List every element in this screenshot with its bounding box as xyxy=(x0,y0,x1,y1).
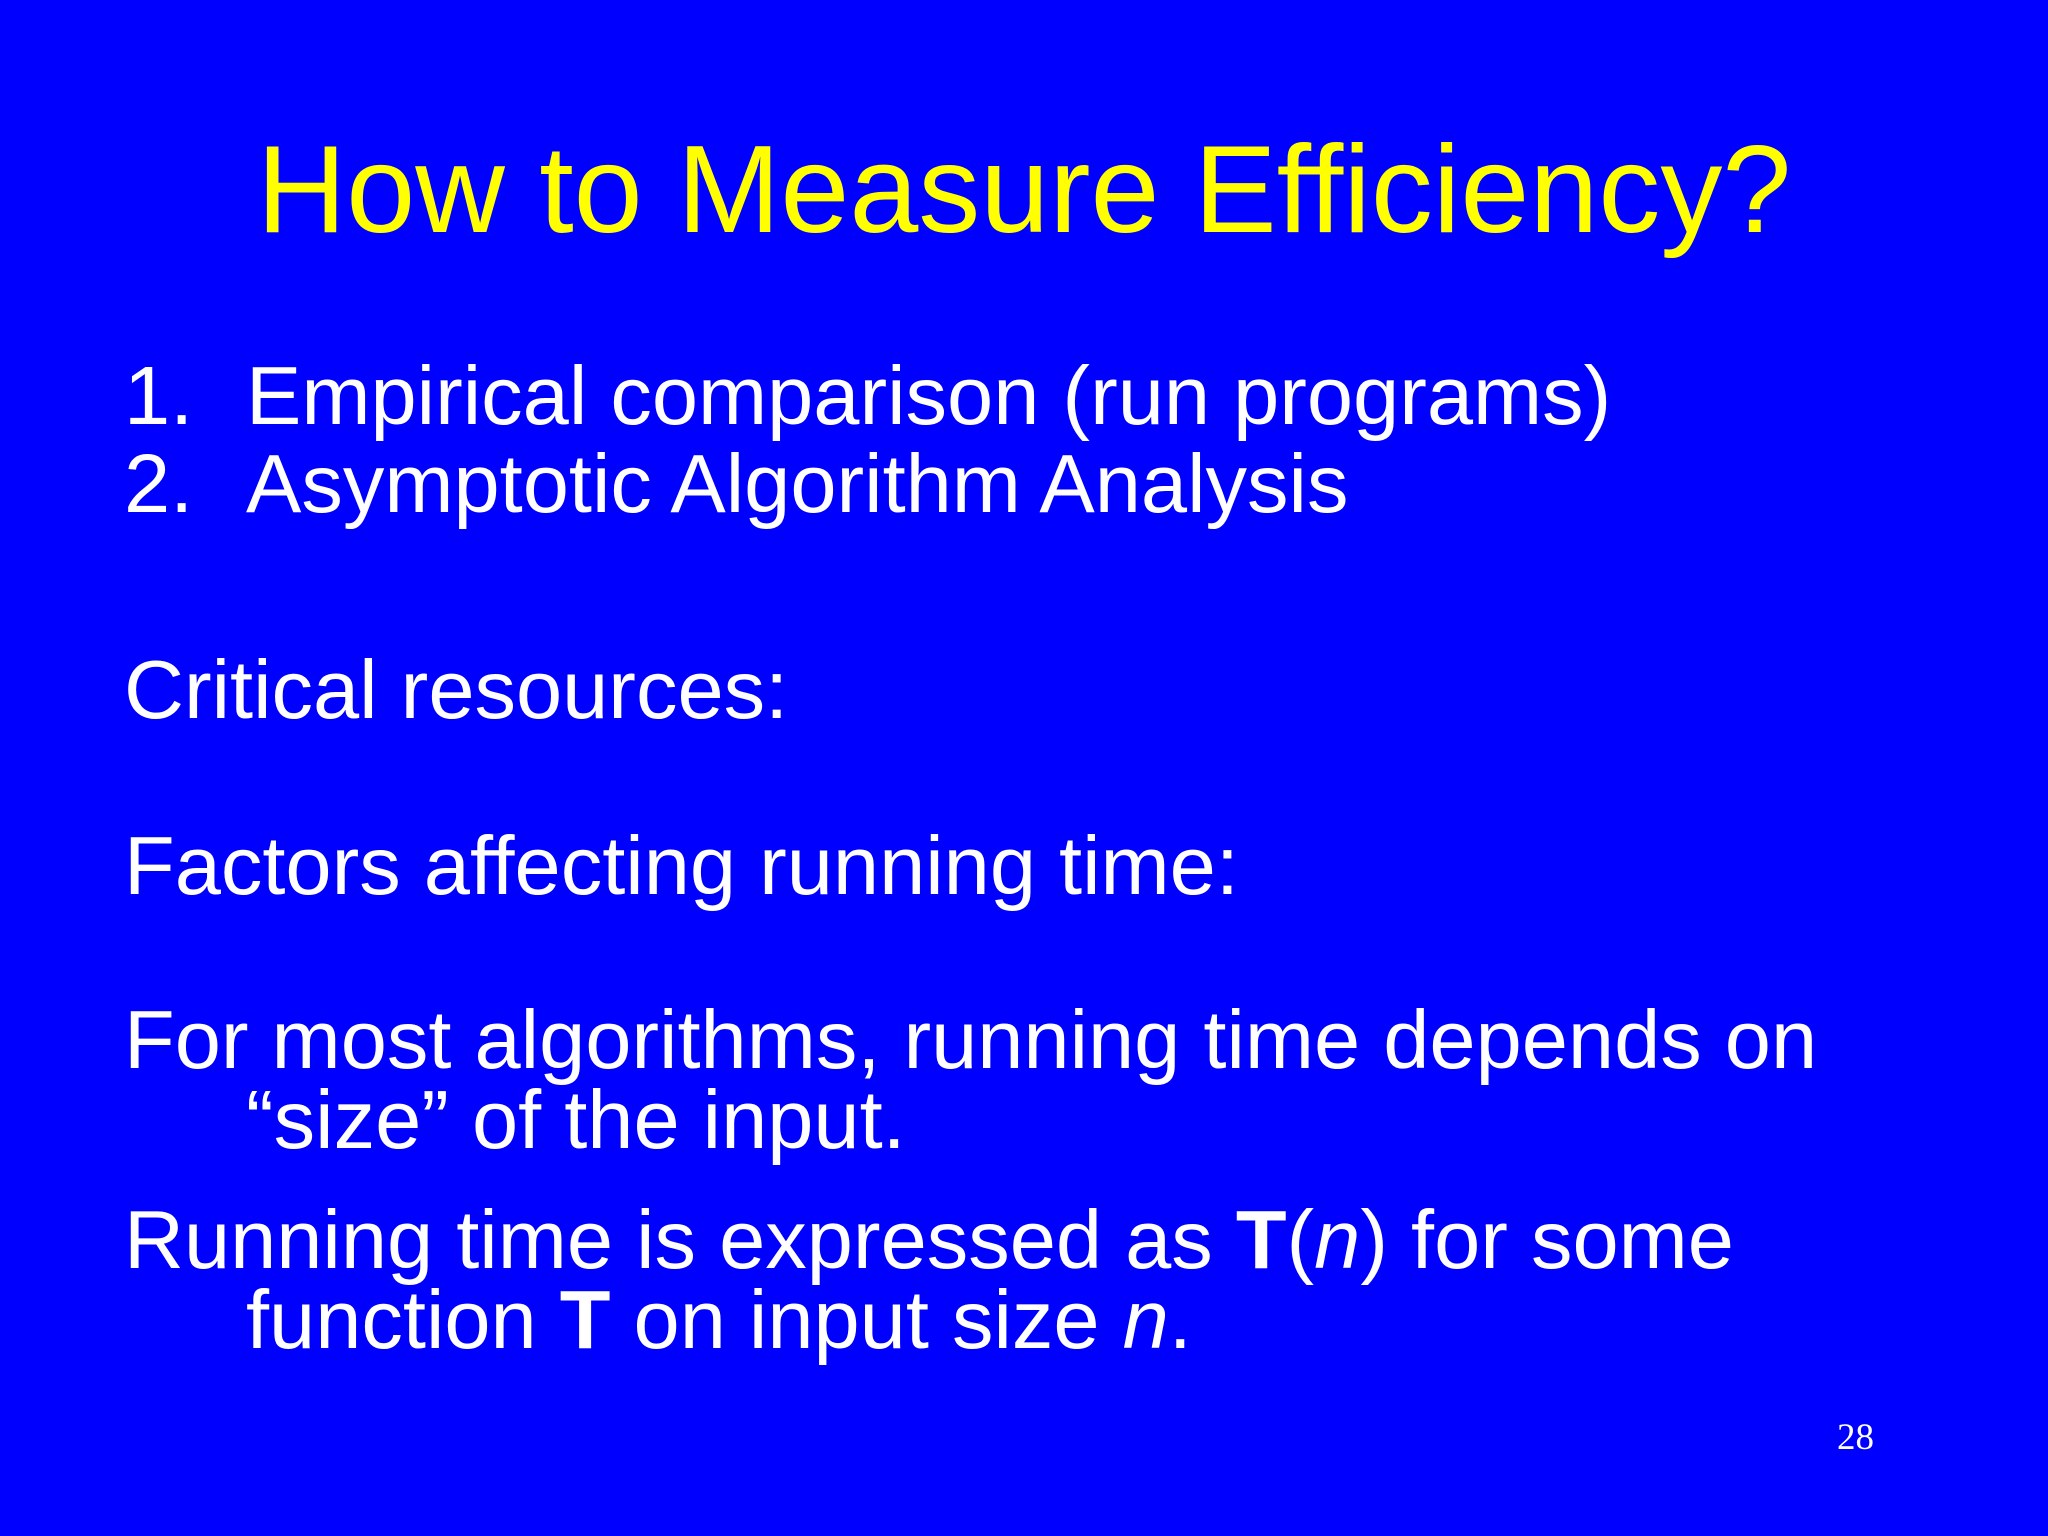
factors-text: Factors affecting running time: xyxy=(124,819,1239,912)
most-algorithms-line-2: “size” of the input. xyxy=(246,1073,906,1166)
list-item: 1. Empirical comparison (run programs) xyxy=(124,352,1611,440)
function-symbol-t: T xyxy=(559,1273,611,1366)
function-symbol-t: T xyxy=(1235,1193,1287,1286)
critical-resources-text: Critical resources: xyxy=(124,643,789,736)
running-time-paragraph: Running time is expressed as T(n) for so… xyxy=(124,1198,1734,1361)
function-text: function xyxy=(246,1273,560,1366)
running-time-line-2: function T on input size n. xyxy=(124,1278,1734,1361)
most-algorithms-paragraph: For most algorithms, running time depend… xyxy=(124,993,1818,1166)
slide-title: How to Measure Efficiency? xyxy=(256,121,1792,259)
page-number: 28 xyxy=(1837,1417,1874,1458)
variable-n: n xyxy=(1314,1193,1361,1286)
running-time-line-1: Running time is expressed as T(n) for so… xyxy=(124,1198,1734,1281)
list-item: 2. Asymptotic Algorithm Analysis xyxy=(124,440,1611,528)
list-item-number: 2. xyxy=(124,437,194,530)
numbered-list: 1. Empirical comparison (run programs) 2… xyxy=(124,352,1611,528)
variable-n: n xyxy=(1122,1273,1169,1366)
list-item-text: Empirical comparison (run programs) xyxy=(246,349,1612,442)
period: . xyxy=(1168,1273,1192,1366)
running-time-text-end: ) for some xyxy=(1360,1193,1734,1286)
running-time-text: Running time is expressed as xyxy=(124,1193,1236,1286)
list-item-number: 1. xyxy=(124,349,194,442)
input-size-text: on input size xyxy=(610,1273,1123,1366)
list-item-text: Asymptotic Algorithm Analysis xyxy=(246,437,1349,530)
most-algorithms-line-1: For most algorithms, running time depend… xyxy=(124,993,1818,1086)
paren-open: ( xyxy=(1286,1193,1315,1286)
